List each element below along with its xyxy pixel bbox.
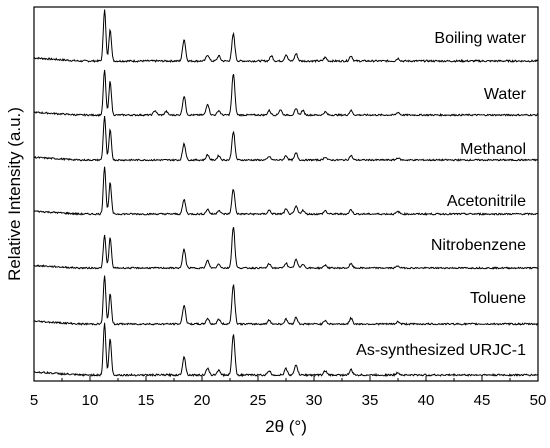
series-label-layer: Boiling water Water Methanol Acetonitrile Ni… xyxy=(356,30,527,359)
x-tick-label: 45 xyxy=(474,392,491,409)
x-tick-label: 5 xyxy=(30,392,38,409)
series-layer xyxy=(33,9,539,378)
series-line-4 xyxy=(33,166,539,216)
series-label-5: Nitrobenzene xyxy=(431,237,526,254)
x-tick-label: 25 xyxy=(250,392,267,409)
x-axis-label: 2θ (°) xyxy=(265,417,307,436)
x-tick-label: 15 xyxy=(138,392,155,409)
series-label-6: Toluene xyxy=(470,290,526,307)
x-tick-layer: 5 10 15 20 25 30 35 40 45 50 xyxy=(30,376,547,409)
x-tick-label: 40 xyxy=(418,392,435,409)
series-label-1: Boiling water xyxy=(434,30,526,47)
series-line-2 xyxy=(33,69,539,117)
x-tick-label: 35 xyxy=(362,392,379,409)
series-line-1 xyxy=(33,9,539,64)
series-line-7 xyxy=(33,322,539,378)
series-label-7: As-synthesized URJC-1 xyxy=(356,342,526,359)
series-label-3: Methanol xyxy=(460,141,526,158)
series-line-3 xyxy=(34,116,539,162)
series-line-5 xyxy=(33,227,538,270)
series-line-6 xyxy=(33,275,539,326)
y-axis-label: Relative Intensity (a.u.) xyxy=(5,107,24,281)
x-tick-label: 20 xyxy=(194,392,211,409)
x-tick-label: 50 xyxy=(530,392,547,409)
series-label-2: Water xyxy=(484,86,527,103)
x-tick-label: 10 xyxy=(82,392,99,409)
series-label-4: Acetonitrile xyxy=(447,193,526,210)
x-tick-label: 30 xyxy=(306,392,323,409)
